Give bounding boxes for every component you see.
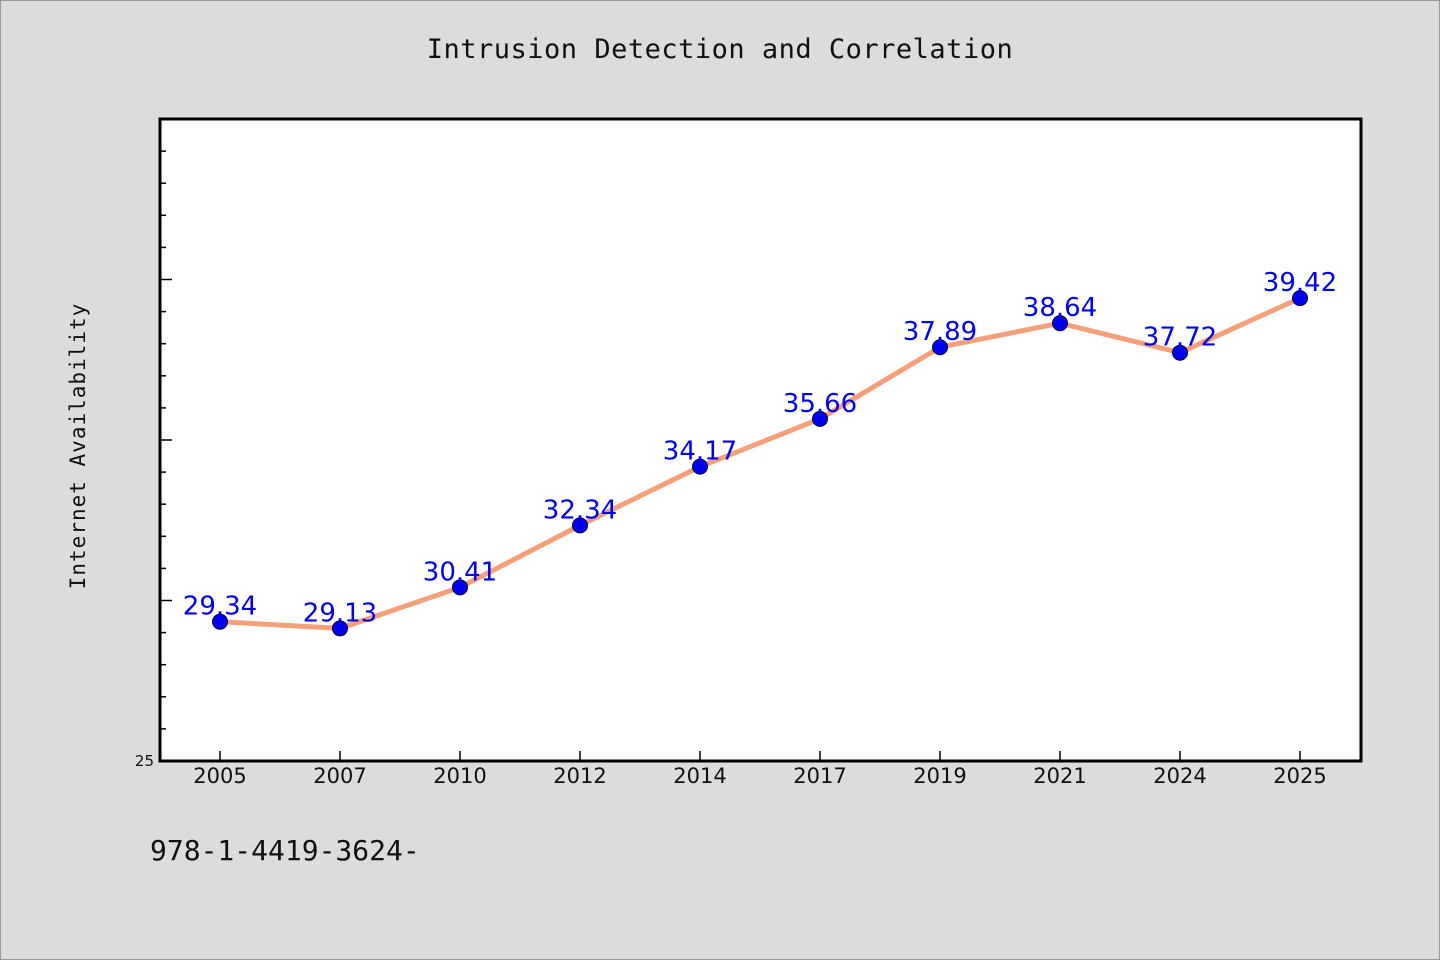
data-label: 30.41: [423, 557, 497, 587]
data-point: [332, 620, 348, 637]
x-tick-label: 2007: [313, 764, 366, 788]
data-point: [1052, 315, 1068, 332]
data-label: 34.17: [663, 437, 737, 467]
x-tick-label: 2012: [553, 764, 606, 788]
x-tick-label: 2014: [673, 764, 726, 788]
y-tick-label: 25: [135, 752, 154, 770]
data-point: [1172, 344, 1188, 361]
x-tick-label: 2010: [433, 764, 486, 788]
data-labels: 29.34 29.13 30.41 32.34 34.17 35.66 37.89 38.64…: [183, 268, 1337, 628]
data-label: 37.72: [1143, 323, 1217, 353]
data-point: [1292, 290, 1308, 307]
series-markers: [212, 290, 1308, 637]
data-point: [452, 579, 468, 596]
data-point: [572, 517, 588, 534]
data-label: 37.89: [903, 317, 977, 347]
data-label: 35.66: [783, 389, 857, 419]
x-tick-label: 2005: [193, 764, 246, 788]
x-axis-ticks: 2005 2007 2010 2012 2014 2017 2019 2021 2024 2025: [193, 751, 1327, 788]
chart-title: Intrusion Detection and Correlation: [426, 34, 1014, 65]
x-tick-label: 2024: [1153, 764, 1206, 788]
x-tick-label: 2019: [913, 764, 966, 788]
y-axis-ticks: 25: [135, 150, 172, 770]
data-label: 39.42: [1263, 268, 1337, 298]
data-label: 38.64: [1023, 293, 1097, 323]
footer-isbn-text: 978-1-4419-3624-: [150, 834, 420, 867]
data-point: [932, 339, 948, 356]
data-point: [692, 458, 708, 475]
data-point: [812, 410, 828, 427]
data-label: 29.34: [183, 592, 257, 622]
series-line: [219, 295, 1302, 631]
data-point: [212, 613, 228, 630]
x-tick-label: 2017: [793, 764, 846, 788]
data-label: 32.34: [543, 495, 617, 525]
data-label: 29.13: [303, 598, 377, 628]
x-tick-label: 2021: [1033, 764, 1086, 788]
x-tick-label: 2025: [1273, 764, 1326, 788]
